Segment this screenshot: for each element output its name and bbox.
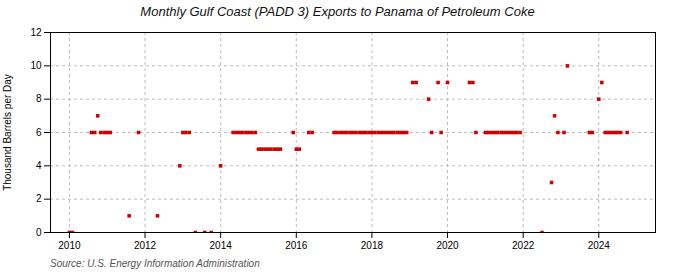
- svg-text:2016: 2016: [285, 240, 308, 251]
- svg-text:2020: 2020: [436, 240, 459, 251]
- svg-text:2022: 2022: [512, 240, 535, 251]
- svg-text:10: 10: [30, 60, 42, 71]
- html-text:Source: U.S. Energy Informatio: Source: U.S. Energy Information Administ…: [50, 258, 260, 269]
- svg-text:2012: 2012: [134, 240, 157, 251]
- html-text:Monthly Gulf Coast (PADD 3) Ex: Monthly Gulf Coast (PADD 3) Exports to P…: [140, 4, 535, 19]
- svg-text:2018: 2018: [361, 240, 384, 251]
- svg-text:Thousand Barrels per Day: Thousand Barrels per Day: [2, 74, 13, 191]
- svg-text:8: 8: [36, 93, 42, 104]
- svg-text:0: 0: [36, 227, 42, 238]
- svg-text:12: 12: [30, 27, 42, 38]
- svg-text:6: 6: [36, 127, 42, 138]
- svg-text:2024: 2024: [588, 240, 611, 251]
- svg-text:2010: 2010: [58, 240, 81, 251]
- svg-text:2014: 2014: [210, 240, 233, 251]
- svg-text:4: 4: [36, 160, 42, 171]
- svg-text:2: 2: [36, 193, 42, 204]
